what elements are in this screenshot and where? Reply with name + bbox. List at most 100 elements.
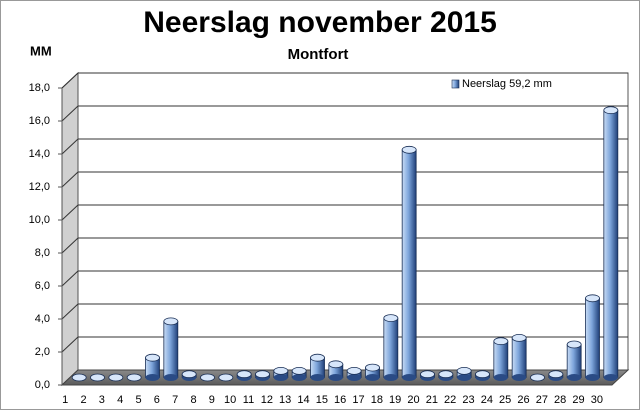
- bar: [71, 373, 87, 382]
- bar-bottom: [493, 374, 508, 381]
- bar: [585, 294, 600, 381]
- bar: [126, 373, 142, 382]
- bar: [328, 360, 344, 381]
- bar-body: [401, 149, 417, 378]
- x-tick-label: 18: [371, 394, 383, 406]
- bar-bottom: [163, 374, 178, 381]
- bar: [475, 370, 490, 381]
- bar-body: [383, 317, 399, 378]
- bar-top: [218, 373, 234, 382]
- grid-line-side: [61, 138, 79, 155]
- bar-top: [420, 370, 435, 379]
- grid-line-side: [61, 204, 79, 221]
- bar: [438, 370, 454, 381]
- bar: [163, 317, 179, 381]
- bar: [181, 370, 197, 381]
- bar-top: [181, 370, 197, 379]
- bar: [218, 373, 234, 382]
- x-tick-label: 11: [243, 394, 254, 406]
- bar: [401, 145, 417, 381]
- bar-top: [126, 373, 142, 382]
- bar-body: [566, 344, 582, 378]
- bar-body: [585, 297, 600, 378]
- x-tick-label: 24: [481, 394, 493, 406]
- bar: [493, 337, 509, 381]
- chart-title: Neerslag november 2015: [143, 6, 497, 39]
- bar-bottom: [292, 374, 307, 381]
- bar: [310, 353, 325, 381]
- bar: [530, 373, 545, 382]
- side-wall: [61, 71, 79, 387]
- bar-top: [548, 370, 564, 379]
- bar-body: [511, 337, 527, 378]
- bar-top: [236, 370, 252, 379]
- x-tick-label: 21: [426, 394, 438, 406]
- back-wall: [77, 72, 629, 371]
- bar-top: [475, 370, 490, 379]
- bar-bottom: [328, 374, 343, 381]
- bar-top: [383, 314, 399, 323]
- y-tick-label: 10,0: [29, 214, 50, 226]
- legend-swatch: [451, 79, 460, 89]
- bar-top: [585, 294, 600, 303]
- y-tick-label: 8,0: [35, 247, 50, 259]
- x-tick-label: 26: [517, 394, 529, 406]
- bar: [383, 314, 399, 381]
- legend-label: Neerslag 59,2 mm: [462, 78, 552, 90]
- bar-top: [566, 340, 582, 349]
- grid-line-side: [61, 336, 79, 353]
- bar: [511, 333, 527, 381]
- x-tick-label: 1: [62, 394, 68, 406]
- bar-bottom: [457, 374, 472, 381]
- x-tick-label: 9: [209, 394, 215, 406]
- bar: [346, 366, 362, 381]
- bar-bottom: [512, 374, 527, 381]
- y-tick-label: 6,0: [35, 280, 50, 292]
- y-tick-label: 0,0: [35, 379, 50, 391]
- bar: [365, 363, 380, 381]
- bar-top: [328, 360, 344, 369]
- bar: [108, 373, 124, 382]
- x-tick-label: 14: [297, 394, 309, 406]
- grid-line-side: [61, 270, 79, 287]
- bar-bottom: [603, 374, 618, 381]
- grid-line-side: [61, 105, 79, 122]
- y-axis-label: MM: [30, 43, 52, 58]
- y-tick-label: 12,0: [29, 181, 50, 193]
- grid-line-side: [61, 237, 79, 254]
- bar: [456, 366, 472, 381]
- x-tick-label: 25: [499, 394, 511, 406]
- bar: [145, 353, 160, 381]
- bar-top: [493, 337, 509, 346]
- x-tick-label: 2: [80, 394, 86, 406]
- bar: [200, 373, 215, 382]
- bar-bottom: [402, 374, 417, 381]
- bar-bottom: [383, 374, 398, 381]
- bar-top: [511, 333, 527, 342]
- x-tick-label: 7: [172, 394, 178, 406]
- bar-top: [108, 373, 124, 382]
- grid-line-side: [61, 303, 79, 320]
- bar-top: [456, 366, 472, 375]
- bar: [603, 106, 619, 381]
- x-tick-label: 4: [117, 394, 123, 406]
- x-tick-label: 10: [224, 394, 236, 406]
- bar-bottom: [585, 374, 600, 381]
- bar-top: [438, 370, 454, 379]
- bar-top: [90, 373, 105, 382]
- bar-bottom: [347, 374, 362, 381]
- x-tick-label: 17: [352, 394, 364, 406]
- x-tick-label: 23: [462, 394, 474, 406]
- grid-line-side: [61, 72, 79, 89]
- x-tick-label: 6: [154, 394, 160, 406]
- bar-top: [255, 370, 270, 379]
- y-tick-label: 14,0: [29, 148, 50, 160]
- bar: [273, 366, 289, 381]
- bar-top: [291, 366, 307, 375]
- bar-bottom: [365, 374, 380, 381]
- x-tick-label: 20: [407, 394, 419, 406]
- bar: [420, 370, 435, 381]
- x-tick-label: 19: [389, 394, 401, 406]
- x-tick-label: 13: [279, 394, 291, 406]
